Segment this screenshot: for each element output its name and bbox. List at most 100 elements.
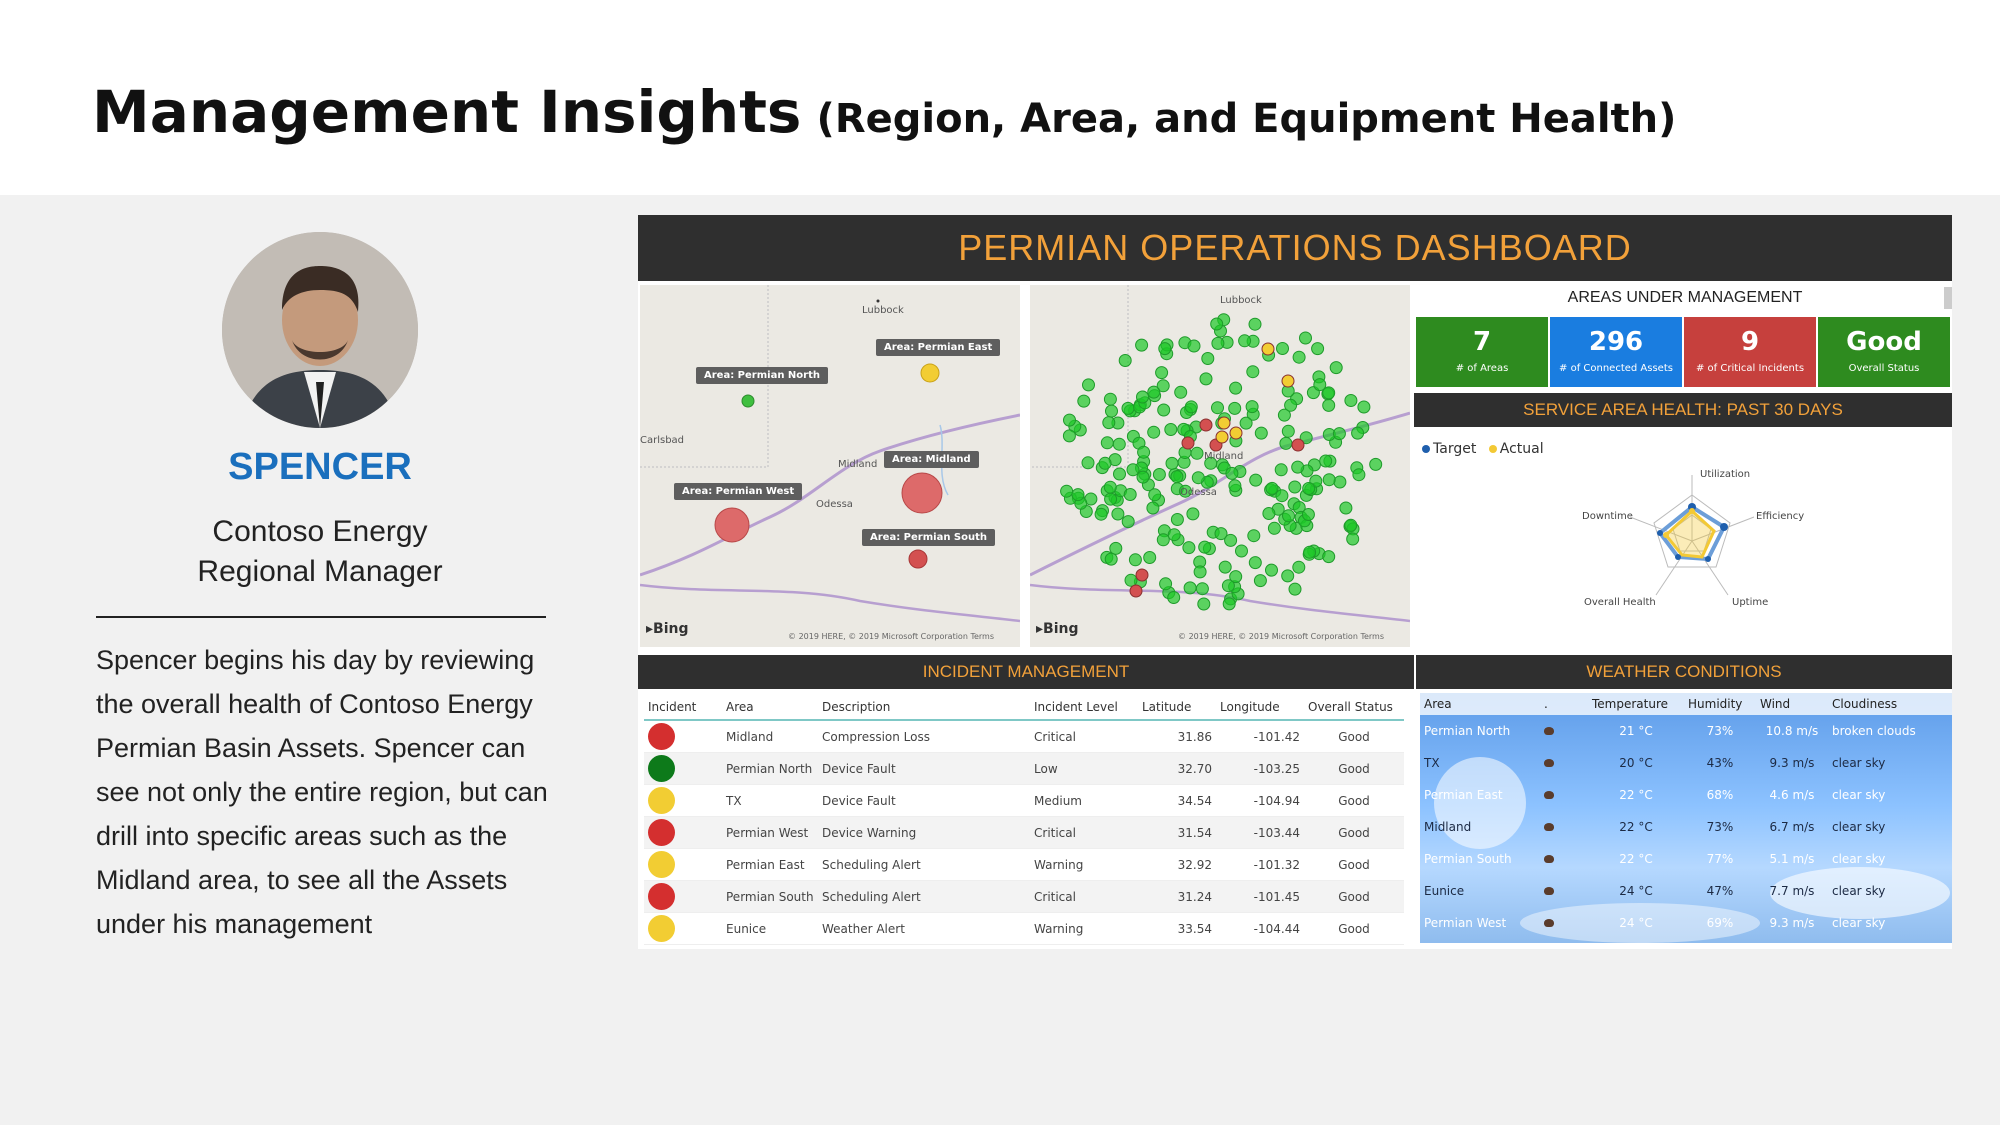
kpi-overall-status[interactable]: Good Overall Status [1818, 317, 1950, 387]
map-label-permian-north[interactable]: Area: Permian North [696, 367, 828, 384]
wx-cell-humidity: 47% [1706, 884, 1734, 898]
col-incident-level[interactable]: Incident Level [1030, 695, 1138, 721]
wx-col-icon[interactable]: . [1540, 693, 1588, 715]
table-row[interactable]: Midland 22 °C 73% 6.7 m/s clear sky [1420, 811, 1952, 843]
asset-marker [1211, 401, 1224, 415]
col-area[interactable]: Area [722, 695, 818, 721]
col-longitude[interactable]: Longitude [1216, 695, 1304, 721]
asset-marker [1112, 437, 1126, 451]
weather-condition-icon [1544, 727, 1554, 735]
scrollbar[interactable] [1944, 287, 1952, 309]
divider [96, 616, 546, 618]
cell-latitude: 31.54 [1138, 816, 1216, 849]
cell-incident-level: Critical [1030, 880, 1138, 913]
wx-cell-wind: 10.8 m/s [1765, 724, 1819, 738]
table-row[interactable]: Midland Compression Loss Critical 31.86 -101… [644, 720, 1404, 753]
table-row[interactable]: TX Device Fault Medium 34.54 -104.94 Good [644, 784, 1404, 817]
kpi-areas-value: 7 [1472, 327, 1492, 357]
asset-marker [1136, 470, 1150, 484]
kpi-critical-incidents[interactable]: 9 # of Critical Incidents [1684, 317, 1816, 387]
asset-marker [1060, 484, 1074, 498]
weather-condition-icon [1544, 887, 1554, 895]
bing-icon-2: ▸ [1036, 621, 1044, 637]
weather-condition-icon [1544, 759, 1554, 767]
asset-marker [1167, 591, 1181, 604]
asset-marker [1254, 426, 1268, 440]
bing-logo-2: ▸Bing [1036, 621, 1079, 637]
table-row[interactable]: Permian South Scheduling Alert Critical 31.… [644, 880, 1404, 913]
wx-col-humidity[interactable]: Humidity [1684, 693, 1756, 715]
table-row[interactable]: Eunice 24 °C 47% 7.7 m/s clear sky [1420, 875, 1952, 907]
asset-marker [1339, 501, 1353, 515]
asset-marker [1229, 426, 1243, 440]
asset-marker [1164, 423, 1178, 436]
slide-title: Management Insights (Region, Area, and E… [92, 78, 1676, 146]
kpi-critical-incidents-value: 9 [1740, 327, 1760, 357]
table-row[interactable]: Permian East 22 °C 68% 4.6 m/s clear sky [1420, 779, 1952, 811]
asset-marker [1279, 436, 1293, 450]
cell-area: TX [722, 784, 818, 817]
table-row[interactable]: Permian North 21 °C 73% 10.8 m/s broken clou… [1420, 715, 1952, 747]
asset-marker [1156, 533, 1170, 547]
map-label-permian-west[interactable]: Area: Permian West [674, 483, 803, 500]
cell-latitude: 32.70 [1138, 752, 1216, 785]
col-incident[interactable]: Incident [644, 695, 722, 721]
kpi-connected-assets[interactable]: 296 # of Connected Assets [1550, 317, 1682, 387]
asset-marker [1214, 527, 1228, 541]
col-overall-status[interactable]: Overall Status [1304, 695, 1404, 721]
asset-marker [1210, 317, 1224, 331]
asset-map[interactable]: Lubbock Midland Odessa ▸Bing © 2019 HERE… [1030, 285, 1410, 647]
table-row[interactable]: Permian West 24 °C 69% 9.3 m/s clear sky [1420, 907, 1952, 939]
asset-marker [1302, 482, 1316, 495]
wx-cell-temperature: 22 °C [1619, 820, 1653, 834]
cell-overall-status: Good [1304, 880, 1404, 913]
map-label-permian-east[interactable]: Area: Permian East [876, 339, 1001, 356]
table-row[interactable]: Permian East Scheduling Alert Warning 32.92… [644, 848, 1404, 881]
wx-col-cloudiness[interactable]: Cloudiness [1828, 693, 1952, 715]
asset-marker [1121, 401, 1135, 415]
asset-marker [1299, 331, 1312, 345]
asset-marker [1221, 579, 1235, 593]
incident-status-icon [648, 819, 675, 846]
col-description[interactable]: Description [818, 695, 1030, 721]
kpi-connected-assets-label: # of Connected Assets [1559, 363, 1673, 374]
incident-header-row: Incident Area Description Incident Level… [644, 695, 1404, 721]
table-row[interactable]: TX 20 °C 43% 9.3 m/s clear sky [1420, 747, 1952, 779]
asset-marker [1261, 342, 1275, 356]
asset-marker [1322, 473, 1336, 487]
table-row[interactable]: Permian North Device Fault Low 32.70 -103.25… [644, 752, 1404, 785]
asset-marker [1081, 456, 1095, 470]
area-map[interactable]: Area: Permian North Area: Permian East A… [640, 285, 1020, 647]
asset-marker [1291, 438, 1305, 452]
wx-col-wind[interactable]: Wind [1756, 693, 1828, 715]
asset-marker [1148, 488, 1162, 502]
cell-area: Permian North [722, 752, 818, 785]
wx-col-temperature[interactable]: Temperature [1588, 693, 1684, 715]
weather-condition-icon [1544, 855, 1554, 863]
asset-marker [1218, 560, 1232, 574]
wx-cell-area: TX [1424, 756, 1440, 770]
asset-marker [1288, 480, 1302, 494]
cell-latitude: 34.54 [1138, 784, 1216, 817]
wx-cell-area: Permian South [1424, 852, 1512, 866]
cell-incident-level: Warning [1030, 848, 1138, 881]
map-label-permian-south[interactable]: Area: Permian South [862, 529, 996, 546]
wx-cell-wind: 5.1 m/s [1769, 852, 1815, 866]
col-latitude[interactable]: Latitude [1138, 695, 1216, 721]
kpi-areas[interactable]: 7 # of Areas [1416, 317, 1548, 387]
table-row[interactable]: Permian West Device Warning Critical 31.54-… [644, 816, 1404, 849]
wx-cell-icon [1540, 811, 1588, 843]
table-row[interactable]: Eunice Weather Alert Warning 33.54 -104.44 Go… [644, 912, 1404, 945]
wx-cell-icon [1540, 779, 1588, 811]
map-label-midland[interactable]: Area: Midland [884, 451, 979, 468]
asset-marker [1103, 480, 1117, 494]
weather-condition-icon [1544, 823, 1554, 831]
table-row[interactable]: Permian South 22 °C 77% 5.1 m/s clear sky [1420, 843, 1952, 875]
cell-longitude: -103.44 [1216, 816, 1304, 849]
cell-overall-status: Good [1304, 848, 1404, 881]
wx-cell-icon [1540, 907, 1588, 939]
wx-col-area[interactable]: Area [1420, 693, 1540, 715]
wx-cell-temperature: 20 °C [1619, 756, 1653, 770]
asset-marker [1111, 507, 1125, 521]
wx-cell-cloudiness: clear sky [1832, 820, 1886, 834]
